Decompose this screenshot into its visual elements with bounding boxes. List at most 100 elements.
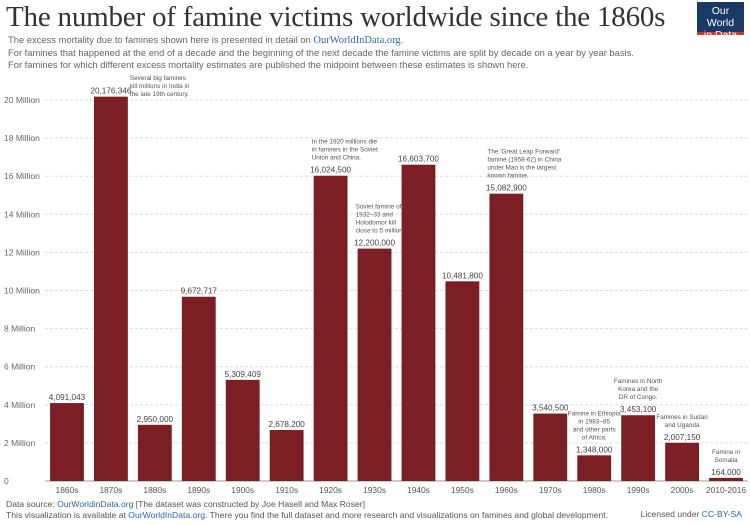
logo-line-1: Our World — [706, 5, 735, 29]
data-label: 2,007,150 — [664, 433, 701, 442]
bar — [181, 296, 216, 481]
annotation-line: Union and China. — [312, 155, 362, 162]
subtitle-1-prefix: The excess mortality due to famines show… — [8, 34, 314, 45]
annotation: In the 1920 millions die in famines in th… — [312, 139, 378, 162]
annotation-line: kill millions in India in — [130, 83, 190, 90]
annotation-line: of Africa. — [582, 434, 607, 441]
bar — [709, 477, 743, 481]
bar — [137, 424, 172, 481]
y-tick-label: 10 Million — [4, 286, 40, 296]
bar — [665, 442, 700, 481]
annotation-line: famine (1958-62) in China — [487, 157, 561, 164]
subtitle-line-1: The excess mortality due to famines show… — [8, 34, 403, 46]
license-prefix: Licensed under — [640, 509, 702, 519]
annotation-line: Soviet famine of — [356, 204, 402, 211]
x-tick-label: 1860s — [56, 485, 79, 495]
annotation-line: Famine in Ethiopia — [568, 410, 621, 417]
y-tick-label: 0 — [4, 476, 9, 486]
annotation-line: known famine. — [487, 173, 528, 180]
bar — [225, 379, 260, 481]
x-tick-label: 1870s — [99, 485, 122, 495]
bar — [93, 96, 128, 481]
annotation-line: Famines in North — [614, 378, 663, 385]
annotation-line: 1932–33 and — [356, 212, 394, 219]
y-tick-label: 20 Million — [4, 95, 40, 105]
y-tick-label: 2 Million — [4, 438, 35, 448]
y-tick-label: 18 Million — [4, 133, 40, 143]
annotation: Famines in North Korea and the DR of Congo… — [614, 378, 663, 401]
data-label: 16,024,500 — [310, 166, 351, 175]
annotation: The 'Great Leap Forward' famine (1958-62)… — [487, 149, 561, 180]
data-label: 3,453,100 — [620, 405, 657, 414]
data-label: 1,348,000 — [576, 445, 613, 454]
available-prefix: This visualization is available at — [6, 510, 129, 520]
subtitle-1-suffix: . — [400, 34, 404, 45]
bar — [357, 248, 392, 481]
annotation-line: in 1983–85 — [578, 418, 610, 425]
annotation-line: and Uganda — [665, 422, 700, 429]
bar — [533, 413, 568, 481]
annotation-line: Korea and the — [618, 386, 659, 393]
y-tick-label: 4 Million — [4, 400, 35, 410]
bar — [445, 281, 480, 481]
annotation-line: and other parts — [573, 426, 616, 433]
annotation-line: in famines in the Soviet — [312, 147, 378, 154]
owid-logo[interactable]: Our World in Data — [697, 2, 744, 41]
annotation-line: under Mao is the largest — [487, 165, 556, 172]
annotation-line: In the 1920 millions die — [312, 139, 378, 146]
annotation-line: The 'Great Leap Forward' — [487, 149, 559, 156]
annotation-line: Famines in Sudan — [656, 414, 708, 421]
annotation-line: Famine in — [712, 449, 741, 456]
x-tick-label: 1920s — [319, 485, 342, 495]
data-label: 20,176,346 — [90, 87, 131, 96]
data-label: 3,540,500 — [532, 404, 569, 413]
bar — [313, 175, 348, 481]
source-link[interactable]: OurWorldinData.org — [57, 499, 134, 509]
annotation-line: DR of Congo. — [619, 394, 658, 401]
data-label: 2,678,200 — [268, 420, 305, 429]
x-tick-label: 1950s — [451, 485, 474, 495]
owid-link[interactable]: OurWorldInData.org — [313, 35, 401, 46]
subtitle-line-2: For famines that happened at the end of … — [8, 47, 634, 58]
annotation: Several big famines kill millions in Indi… — [130, 75, 190, 98]
annotation: Soviet famine of 1932–33 and Holodomor kil… — [356, 204, 405, 235]
annotation-line: Holodomor kill — [356, 220, 397, 227]
y-tick-label: 12 Million — [4, 247, 40, 257]
annotation: Famine in Ethiopia in 1983–85 and other pa… — [568, 410, 621, 441]
y-tick-label: 14 Million — [4, 209, 40, 219]
available-link[interactable]: OurWorldInData.org — [128, 510, 206, 520]
x-tick-label: 1930s — [363, 485, 386, 495]
available-suffix: . There you find the full dataset and mo… — [205, 510, 609, 520]
data-label: 5,309,409 — [225, 370, 262, 379]
data-label: 4,091,043 — [49, 393, 86, 402]
y-tick-label: 16 Million — [4, 171, 40, 181]
bar — [577, 455, 612, 481]
annotation-line: Several big famines — [130, 75, 186, 82]
subtitle-line-3: For famines for which different excess m… — [8, 59, 529, 70]
x-tick-label: 1980s — [583, 485, 606, 495]
y-tick-label: 8 Million — [4, 324, 35, 334]
data-label: 9,672,717 — [181, 287, 218, 296]
annotation-line: the late 19th century. — [130, 91, 189, 98]
source-prefix: Data source: — [6, 499, 58, 509]
license: Licensed under CC-BY-SA — [641, 509, 742, 519]
annotation: Famine in Somalia — [712, 449, 741, 464]
data-label: 15,082,900 — [486, 184, 527, 193]
x-tick-label: 1890s — [187, 485, 210, 495]
data-label: 16,603,700 — [398, 155, 439, 164]
x-tick-label: 1960s — [495, 485, 518, 495]
bar — [621, 415, 656, 481]
annotation-line: close to 5 million. — [356, 228, 405, 235]
footer-availability: This visualization is available at OurWo… — [6, 510, 608, 520]
bar — [489, 193, 524, 481]
license-link[interactable]: CC-BY-SA — [701, 509, 742, 519]
y-tick-label: 6 Million — [4, 362, 35, 372]
x-tick-label: 1970s — [539, 485, 562, 495]
bar — [50, 403, 84, 481]
x-tick-label: 1900s — [231, 485, 254, 495]
data-label: 10,481,800 — [442, 271, 483, 280]
x-tick-label: 1880s — [143, 485, 166, 495]
x-tick-label: 2000s — [671, 485, 694, 495]
bar — [401, 164, 436, 481]
